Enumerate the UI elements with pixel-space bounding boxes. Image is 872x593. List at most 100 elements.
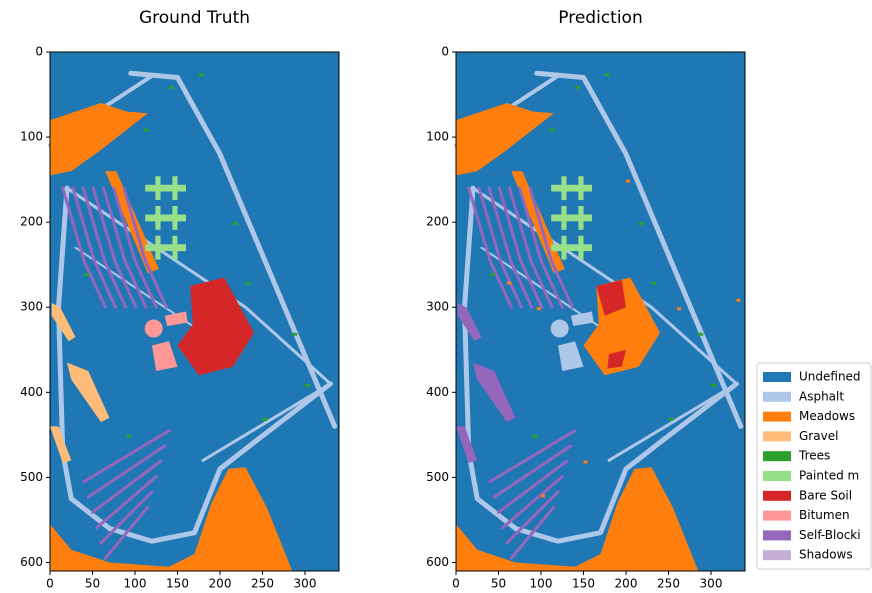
painted-metal bbox=[145, 244, 186, 251]
noise bbox=[537, 307, 541, 310]
painted-metal bbox=[578, 236, 583, 260]
trees bbox=[144, 129, 149, 132]
trees bbox=[199, 73, 204, 76]
y-tick-label: 300 bbox=[426, 300, 449, 314]
x-tick-label: 150 bbox=[166, 577, 189, 591]
noise bbox=[507, 282, 511, 285]
y-tick-label: 300 bbox=[20, 300, 43, 314]
trees bbox=[652, 282, 657, 285]
trees bbox=[292, 333, 297, 336]
y-tick-label: 400 bbox=[426, 385, 449, 399]
trees bbox=[711, 384, 716, 387]
chart-title: Prediction bbox=[558, 8, 642, 28]
legend-label: Painted m bbox=[799, 469, 859, 483]
y-tick-label: 600 bbox=[20, 555, 43, 569]
x-tick-label: 50 bbox=[491, 577, 506, 591]
trees bbox=[246, 282, 251, 285]
legend-label: Shadows bbox=[799, 548, 853, 562]
legend-label: Bare Soil bbox=[799, 488, 852, 502]
trees bbox=[84, 273, 89, 276]
painted-metal bbox=[155, 176, 160, 200]
noise bbox=[677, 307, 681, 310]
map bbox=[456, 52, 745, 571]
x-tick-label: 100 bbox=[530, 577, 553, 591]
trees bbox=[550, 129, 555, 132]
x-tick-label: 0 bbox=[452, 577, 460, 591]
x-tick-label: 200 bbox=[209, 577, 232, 591]
bitumen bbox=[551, 320, 569, 338]
legend-label: Self-Blocki bbox=[799, 528, 861, 542]
trees bbox=[263, 418, 268, 421]
painted-metal bbox=[578, 206, 583, 230]
y-tick-label: 200 bbox=[426, 215, 449, 229]
legend-swatch bbox=[763, 431, 791, 441]
y-tick-label: 600 bbox=[426, 555, 449, 569]
painted-metal bbox=[578, 176, 583, 200]
y-tick-label: 0 bbox=[441, 45, 449, 59]
trees bbox=[639, 222, 644, 225]
painted-metal bbox=[145, 185, 186, 192]
painted-metal bbox=[551, 185, 592, 192]
painted-metal bbox=[561, 206, 566, 230]
trees bbox=[233, 222, 238, 225]
legend-swatch bbox=[763, 550, 791, 560]
painted-metal bbox=[145, 215, 186, 222]
y-tick-label: 0 bbox=[35, 45, 43, 59]
legend-swatch bbox=[763, 511, 791, 521]
x-tick-label: 0 bbox=[46, 577, 54, 591]
figure: Ground Truth 0 50 100 150 200 250 300 0 100 200 300… bbox=[0, 0, 872, 593]
legend: Undefined Asphalt Meadows Gravel Trees Painte… bbox=[757, 363, 871, 569]
y-tick-label: 400 bbox=[20, 385, 43, 399]
map bbox=[50, 52, 339, 571]
legend-label: Undefined bbox=[799, 370, 861, 384]
painted-metal bbox=[561, 236, 566, 260]
y-tick-label: 500 bbox=[426, 470, 449, 484]
x-tick-label: 300 bbox=[294, 577, 317, 591]
legend-label: Gravel bbox=[799, 429, 838, 443]
legend-label: Bitumen bbox=[799, 508, 850, 522]
trees bbox=[127, 435, 132, 438]
bitumen bbox=[145, 320, 163, 338]
painted-metal bbox=[172, 176, 177, 200]
trees bbox=[575, 86, 580, 89]
x-tick-label: 150 bbox=[572, 577, 595, 591]
y-tick-label: 500 bbox=[20, 470, 43, 484]
legend-swatch bbox=[763, 530, 791, 540]
painted-metal bbox=[551, 244, 592, 251]
trees bbox=[669, 418, 674, 421]
trees bbox=[305, 384, 310, 387]
legend-label: Trees bbox=[798, 449, 830, 463]
x-tick-label: 200 bbox=[615, 577, 638, 591]
painted-metal bbox=[172, 206, 177, 230]
noise bbox=[541, 494, 545, 497]
trees bbox=[490, 273, 495, 276]
x-tick-label: 250 bbox=[657, 577, 680, 591]
painted-metal bbox=[172, 236, 177, 260]
legend-swatch bbox=[763, 451, 791, 461]
legend-label: Meadows bbox=[799, 409, 855, 423]
chart-title: Ground Truth bbox=[139, 8, 250, 28]
noise bbox=[626, 180, 630, 183]
noise bbox=[584, 460, 588, 463]
painted-metal bbox=[561, 176, 566, 200]
painted-metal bbox=[551, 215, 592, 222]
noise bbox=[737, 299, 741, 302]
trees bbox=[698, 333, 703, 336]
trees bbox=[533, 435, 538, 438]
y-tick-label: 100 bbox=[426, 130, 449, 144]
painted-metal bbox=[155, 236, 160, 260]
legend-swatch bbox=[763, 471, 791, 481]
painted-metal bbox=[155, 206, 160, 230]
trees bbox=[605, 73, 610, 76]
legend-label: Asphalt bbox=[799, 389, 844, 403]
y-tick-label: 200 bbox=[20, 215, 43, 229]
legend-swatch bbox=[763, 372, 791, 382]
x-tick-label: 300 bbox=[700, 577, 723, 591]
x-tick-label: 50 bbox=[85, 577, 100, 591]
x-tick-label: 250 bbox=[251, 577, 274, 591]
legend-swatch bbox=[763, 412, 791, 422]
trees bbox=[169, 86, 174, 89]
legend-swatch bbox=[763, 392, 791, 402]
legend-swatch bbox=[763, 491, 791, 501]
y-tick-label: 100 bbox=[20, 130, 43, 144]
